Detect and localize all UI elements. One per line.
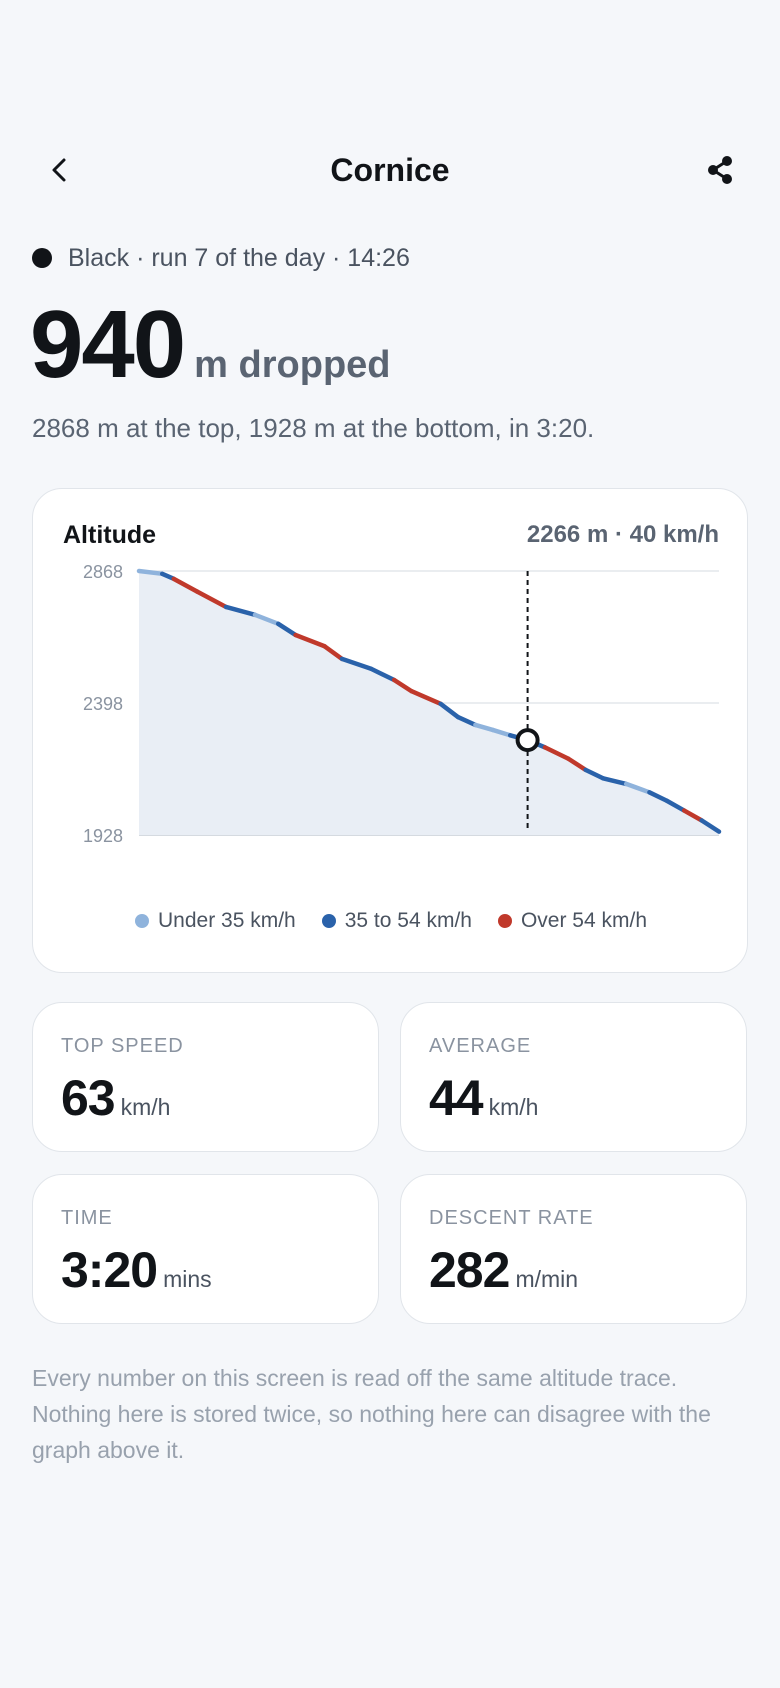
legend-dot-icon [134,914,149,928]
altitude-segment [473,722,496,733]
legend-dot-icon [497,914,512,928]
stat-value-row: 3:20 mins [61,1241,212,1299]
y-tick-label: 2398 [83,694,123,714]
drop-unit: m dropped [194,344,391,386]
altitude-segment [293,632,327,649]
run-meta: Black · run 7 of the day · 14:26 [32,240,410,276]
back-button[interactable] [36,146,84,194]
run-summary: 2868 m at the top, 1928 m at the bottom,… [32,413,595,443]
stat-value: 3:20 [61,1242,158,1298]
stat-card-descent-rate: DESCENT RATE 282 m/min [400,1174,747,1324]
altitude-segment [438,701,461,720]
altitude-segment [391,677,414,694]
altitude-segment [583,767,606,781]
chart-readout: 2266 m · 40 km/h [526,521,719,548]
stat-card-time: TIME 3:20 mins [32,1174,379,1324]
stat-unit: mins [163,1266,212,1292]
altitude-chart[interactable]: 2868 2398 1928 [33,489,749,974]
altitude-segment [565,756,588,773]
stat-value: 282 [429,1242,510,1298]
stat-value-row: 44 km/h [429,1069,538,1127]
altitude-segment [223,604,258,618]
altitude-segment [171,576,200,594]
altitude-segment [252,612,281,627]
page-title: Cornice [330,152,450,188]
altitude-segment [623,781,652,795]
legend-label: Under 35 km/h [157,909,296,932]
footnote: Every number on this screen is read off … [32,1365,711,1463]
legend-item-35-to-54: 35 to 54 km/h [321,909,472,933]
run-meta-text: Black · run 7 of the day · 14:26 [68,243,410,272]
legend-label: 35 to 54 km/h [344,909,472,932]
stat-value: 63 [61,1070,116,1126]
y-tick-label: 2868 [83,562,123,582]
y-tick-label: 1928 [83,826,123,846]
altitude-segment [681,808,704,823]
difficulty-dot-icon [32,248,52,268]
legend-dot-icon [321,914,336,928]
altitude-segment [322,644,345,662]
altitude-segment [664,798,687,813]
stat-value-row: 282 m/min [429,1241,578,1299]
stat-label: TIME [61,1207,113,1229]
stat-unit: km/h [488,1094,539,1120]
altitude-segment [194,589,229,610]
share-icon [708,156,732,184]
stat-label: AVERAGE [429,1035,532,1057]
legend-item-under-35: Under 35 km/h [134,909,296,933]
stat-value-row: 63 km/h [61,1069,170,1127]
altitude-chart-card: 2868 2398 1928 Altitude 2266 m · 40 km/h U… [32,488,748,973]
chart-title: Altitude [63,521,157,549]
drop-value: 940 [30,291,186,398]
chart-legend: Under 35 km/h 35 to 54 km/h Over 54 km/h [33,909,749,933]
stat-label: TOP SPEED [61,1035,184,1057]
altitude-segment [542,745,571,761]
altitude-segment [699,818,722,834]
stat-label: DESCENT RATE [429,1207,594,1229]
altitude-segment [647,790,670,803]
stat-value: 44 [429,1070,484,1126]
scrubber-handle [515,728,540,753]
drop-summary: 940 m dropped [30,290,391,400]
altitude-segment [409,688,443,707]
share-button[interactable] [696,146,744,194]
legend-item-over-54: Over 54 km/h [497,909,648,933]
stat-unit: km/h [120,1094,171,1120]
altitude-segment [136,568,165,577]
altitude-segment [490,727,513,738]
legend-label: Over 54 km/h [520,909,648,932]
chevron-left-icon [52,158,66,182]
altitude-segment [368,666,397,683]
stat-card-average: AVERAGE 44 km/h [400,1002,747,1152]
altitude-area [139,571,719,835]
stat-unit: m/min [515,1266,579,1292]
altitude-segment [600,776,629,787]
altitude-segment [455,714,478,728]
altitude-segment [275,621,298,638]
header: Cornice [0,130,780,210]
altitude-segment [339,656,374,671]
stat-card-top-speed: TOP SPEED 63 km/h [32,1002,379,1152]
